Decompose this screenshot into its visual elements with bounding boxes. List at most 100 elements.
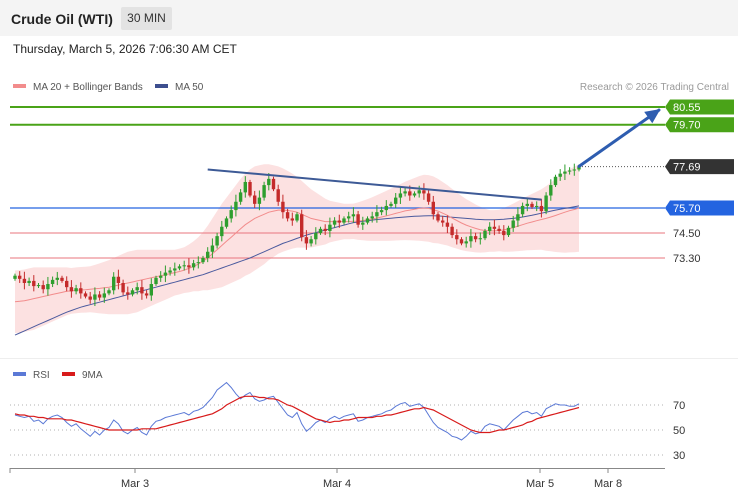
current-price-label-tag xyxy=(665,159,734,175)
candle xyxy=(107,288,111,296)
candle xyxy=(525,198,529,212)
candle-body xyxy=(323,228,327,231)
candle xyxy=(361,216,365,230)
candle-body xyxy=(32,280,36,287)
candle xyxy=(144,290,149,299)
candle-body xyxy=(159,275,163,278)
candle-body xyxy=(379,210,384,213)
chart-legend: MA 20 + Bollinger Bands MA 50 Research ©… xyxy=(13,82,729,93)
candle-body xyxy=(488,226,492,231)
candle xyxy=(36,282,41,288)
candle-body xyxy=(314,233,318,240)
candle-body xyxy=(112,276,116,291)
candle xyxy=(191,259,196,271)
resistance-label-tag xyxy=(665,99,734,115)
candle xyxy=(257,190,262,211)
candle-body xyxy=(18,275,22,279)
candle xyxy=(154,275,158,286)
candle xyxy=(356,210,360,228)
candle xyxy=(243,176,247,198)
candle xyxy=(478,232,482,245)
rsi-tick-label: 50 xyxy=(673,425,685,437)
projection-arrow-head xyxy=(644,109,661,124)
candle-body xyxy=(567,170,572,172)
candle-body xyxy=(290,218,294,221)
header-bar: Crude Oil (WTI) 30 MIN xyxy=(0,0,738,36)
candle-body xyxy=(74,288,78,292)
candle-body xyxy=(356,214,360,225)
candle xyxy=(102,287,106,303)
candle xyxy=(370,211,374,223)
candle-body xyxy=(135,287,139,291)
candle xyxy=(464,236,468,248)
candle xyxy=(69,280,74,298)
rsi-tick-label: 30 xyxy=(673,450,685,462)
resistance-label: 79.70 xyxy=(665,117,734,133)
candle-body xyxy=(126,292,130,295)
price-level-labels: 80.55 79.70 77.69 75.70 74.50 73.30 xyxy=(665,99,734,265)
rsi-ma-line xyxy=(14,395,580,434)
candle-body xyxy=(168,270,172,273)
candle xyxy=(516,207,520,227)
candle xyxy=(55,271,59,286)
candle xyxy=(558,169,562,181)
candle-body xyxy=(300,214,304,238)
candle-body xyxy=(140,287,144,294)
candle-body xyxy=(342,218,346,223)
candle-body xyxy=(511,220,515,228)
candle xyxy=(83,291,88,299)
candle xyxy=(271,176,276,192)
candle-body xyxy=(309,239,313,244)
candle-body xyxy=(121,282,125,293)
candle xyxy=(41,280,45,294)
descending-trendline xyxy=(207,168,542,201)
candle-body xyxy=(506,227,511,236)
level-label: 74.50 xyxy=(673,228,701,240)
candle-body xyxy=(271,178,276,190)
candle xyxy=(116,269,121,290)
candle xyxy=(210,238,215,259)
ma50-legend-label: MA 50 xyxy=(175,82,204,93)
candle xyxy=(27,277,31,286)
candle xyxy=(234,194,238,217)
candle-body xyxy=(445,222,450,227)
candle xyxy=(196,256,200,269)
candle-body xyxy=(187,265,191,268)
candle-body xyxy=(116,276,121,283)
candle xyxy=(323,224,327,236)
ma50-line xyxy=(14,205,580,336)
candle xyxy=(74,284,78,295)
candle-body xyxy=(337,220,341,223)
candle-body xyxy=(525,203,529,206)
candle xyxy=(436,212,440,223)
candle xyxy=(572,163,576,176)
candle xyxy=(295,212,299,223)
candle xyxy=(187,258,191,274)
support-label-text: 75.70 xyxy=(673,203,701,215)
support-label: 75.70 xyxy=(665,200,734,216)
candle-body xyxy=(398,193,403,198)
candle-body xyxy=(177,266,182,269)
current-price-label-text: 77.69 xyxy=(673,162,701,174)
candle xyxy=(332,217,337,228)
candle xyxy=(553,174,558,187)
candle-body xyxy=(502,230,506,236)
timeframe-button[interactable]: 30 MIN xyxy=(121,7,172,30)
candle xyxy=(379,206,384,216)
candle xyxy=(426,190,431,205)
candle-body xyxy=(450,226,454,236)
level-label: 73.30 xyxy=(673,253,701,265)
candle-body xyxy=(102,293,106,298)
candle xyxy=(422,183,426,200)
candle-body xyxy=(285,212,290,219)
candle xyxy=(497,225,501,234)
candle-body xyxy=(154,277,158,285)
current-price-label: 77.69 xyxy=(665,159,734,175)
candle xyxy=(309,235,313,247)
candle xyxy=(248,179,252,198)
candle-body xyxy=(243,181,247,193)
support-label-tag xyxy=(665,200,734,216)
candle xyxy=(201,255,205,265)
candle xyxy=(506,225,511,237)
